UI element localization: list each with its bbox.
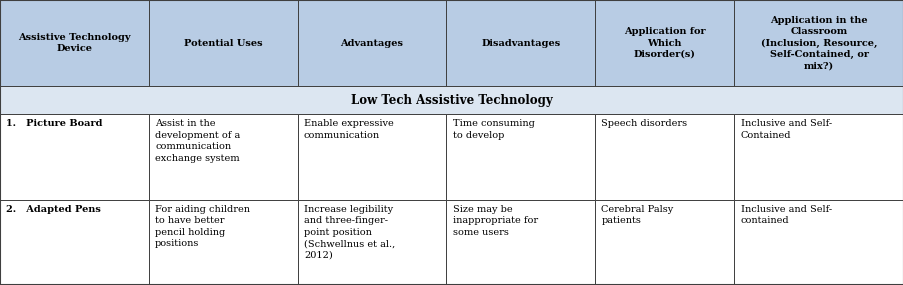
- Text: Disadvantages: Disadvantages: [480, 38, 560, 48]
- Text: Application for
Which
Disorder(s): Application for Which Disorder(s): [623, 27, 705, 59]
- Bar: [733, 114, 903, 200]
- Bar: [0, 0, 149, 86]
- Text: Potential Uses: Potential Uses: [183, 38, 262, 48]
- Bar: [446, 114, 594, 200]
- Text: Inclusive and Self-
contained: Inclusive and Self- contained: [740, 205, 831, 225]
- Text: Size may be
inappropriate for
some users: Size may be inappropriate for some users: [452, 205, 537, 237]
- Bar: [149, 200, 297, 285]
- Text: Application in the
Classroom
(Inclusion, Resource,
Self-Contained, or
mix?): Application in the Classroom (Inclusion,…: [760, 15, 877, 70]
- Bar: [733, 0, 903, 86]
- Bar: [0, 86, 903, 114]
- Bar: [297, 200, 446, 285]
- Bar: [446, 0, 594, 86]
- Bar: [594, 114, 733, 200]
- Bar: [594, 0, 733, 86]
- Text: For aiding children
to have better
pencil holding
positions: For aiding children to have better penci…: [155, 205, 250, 248]
- Text: Time consuming
to develop: Time consuming to develop: [452, 119, 534, 140]
- Bar: [0, 200, 149, 285]
- Text: 1.   Picture Board: 1. Picture Board: [6, 119, 103, 128]
- Text: Increase legibility
and three-finger-
point position
(Schwellnus et al.,
2012): Increase legibility and three-finger- po…: [303, 205, 395, 259]
- Text: Low Tech Assistive Technology: Low Tech Assistive Technology: [350, 93, 553, 107]
- Bar: [149, 0, 297, 86]
- Text: Advantages: Advantages: [340, 38, 403, 48]
- Bar: [446, 200, 594, 285]
- Bar: [733, 200, 903, 285]
- Text: Speech disorders: Speech disorders: [600, 119, 687, 128]
- Text: Assistive Technology
Device: Assistive Technology Device: [18, 33, 131, 53]
- Text: Assist in the
development of a
communication
exchange system: Assist in the development of a communica…: [155, 119, 240, 163]
- Bar: [297, 114, 446, 200]
- Bar: [297, 0, 446, 86]
- Text: Enable expressive
communication: Enable expressive communication: [303, 119, 393, 140]
- Bar: [149, 114, 297, 200]
- Bar: [594, 200, 733, 285]
- Text: Cerebral Palsy
patients: Cerebral Palsy patients: [600, 205, 673, 225]
- Bar: [0, 114, 149, 200]
- Text: Inclusive and Self-
Contained: Inclusive and Self- Contained: [740, 119, 831, 140]
- Text: 2.   Adapted Pens: 2. Adapted Pens: [6, 205, 101, 214]
